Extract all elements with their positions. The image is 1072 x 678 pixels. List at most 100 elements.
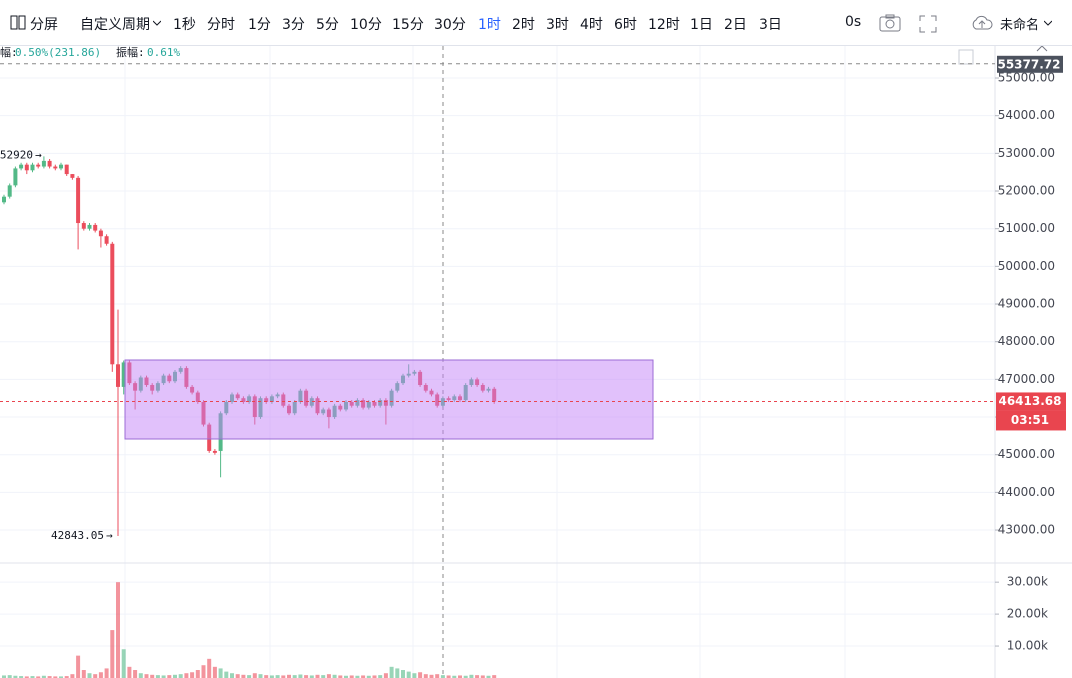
volume-bar bbox=[201, 665, 206, 678]
volume-bar bbox=[372, 675, 377, 678]
volume-tick-label: 20.00k bbox=[1007, 607, 1048, 621]
candle-body bbox=[59, 164, 63, 169]
volume-bar bbox=[423, 674, 428, 678]
volume-bar bbox=[412, 673, 417, 678]
candle-body bbox=[64, 164, 69, 175]
period[interactable]: 12时 bbox=[648, 17, 680, 33]
volume-bar bbox=[309, 675, 314, 678]
amplitude-value: 0.61% bbox=[147, 46, 180, 59]
low-annotation: 42843.05 bbox=[51, 529, 104, 542]
period[interactable]: 1日 bbox=[690, 17, 713, 33]
period[interactable]: 2日 bbox=[724, 17, 747, 33]
volume-bar bbox=[338, 675, 343, 678]
screenshot-icon[interactable] bbox=[879, 14, 901, 32]
layout-name[interactable]: 未命名 bbox=[1000, 18, 1040, 33]
split-icon[interactable] bbox=[10, 15, 26, 31]
candle-body bbox=[24, 164, 29, 171]
period[interactable]: 分时 bbox=[207, 17, 235, 33]
period[interactable]: 30分 bbox=[434, 17, 466, 33]
volume-bar bbox=[304, 675, 309, 678]
candle-body bbox=[7, 185, 12, 197]
y-tick-label: 44000.00 bbox=[998, 485, 1055, 499]
candle-body bbox=[70, 174, 75, 178]
period[interactable]: 2时 bbox=[512, 17, 535, 33]
collapse-icon[interactable] bbox=[1036, 45, 1048, 52]
volume-bar bbox=[167, 675, 172, 678]
y-tick-label: 48000.00 bbox=[998, 334, 1055, 348]
volume-bar bbox=[344, 675, 348, 678]
volume-bar bbox=[264, 675, 269, 678]
volume-bar bbox=[429, 674, 434, 678]
crosshair-label: 55377.72 bbox=[997, 57, 1060, 71]
countdown-tag bbox=[996, 410, 1066, 431]
y-tick-label: 53000.00 bbox=[998, 146, 1055, 160]
candle-body bbox=[93, 224, 98, 231]
volume-bar bbox=[13, 675, 18, 678]
volume-bar bbox=[281, 675, 286, 678]
period[interactable]: 10分 bbox=[350, 17, 382, 33]
maximize-icon[interactable] bbox=[958, 49, 974, 65]
volume-bar bbox=[76, 655, 81, 678]
change-value: 0.50%(231.86) bbox=[15, 46, 101, 59]
candle-body bbox=[53, 166, 58, 169]
volume-bar bbox=[361, 675, 366, 678]
volume-bar bbox=[366, 675, 371, 678]
cloud-icon[interactable] bbox=[970, 14, 994, 32]
volume-bar bbox=[59, 676, 63, 678]
candle-body bbox=[98, 230, 103, 237]
period[interactable]: 15分 bbox=[392, 17, 424, 33]
volume-bar bbox=[469, 674, 474, 678]
volume-bar bbox=[121, 649, 126, 678]
fullscreen-icon[interactable] bbox=[919, 15, 937, 33]
period[interactable]: 4时 bbox=[580, 17, 603, 33]
period[interactable]: 3时 bbox=[546, 17, 569, 33]
period-active[interactable]: 1时 bbox=[478, 17, 501, 33]
range-box bbox=[124, 359, 654, 440]
volume-bar bbox=[178, 674, 183, 678]
countdown: 03:51 bbox=[1011, 413, 1049, 427]
split-button[interactable]: 分屏 bbox=[30, 17, 58, 33]
custom-period[interactable]: 自定义周期 bbox=[80, 17, 150, 33]
y-tick-label: 51000.00 bbox=[998, 221, 1055, 235]
toolbar: 分屏 自定义周期 1秒 分时 1分 3分 5分 10分 15分 30分 1时 2… bbox=[0, 0, 1072, 46]
y-tick-label: 49000.00 bbox=[998, 297, 1055, 311]
crosshair-tag bbox=[997, 55, 1063, 73]
volume-bar bbox=[401, 670, 405, 678]
y-tick-label: 43000.00 bbox=[998, 523, 1055, 537]
delay[interactable]: 0s bbox=[845, 14, 862, 30]
arrow: → bbox=[35, 148, 42, 161]
candle-body bbox=[116, 364, 120, 387]
volume-bar bbox=[315, 674, 320, 678]
volume-bar bbox=[93, 674, 98, 678]
y-tick-label: 54000.00 bbox=[998, 108, 1055, 122]
volume-bar bbox=[116, 582, 120, 678]
volume-bar bbox=[53, 676, 58, 678]
change-label: 幅: bbox=[0, 46, 18, 59]
volume-bar bbox=[190, 672, 195, 678]
period[interactable]: 1秒 bbox=[173, 17, 196, 33]
volume-bar bbox=[36, 676, 41, 678]
volume-bar bbox=[195, 670, 200, 678]
volume-bar bbox=[383, 673, 388, 678]
period[interactable]: 5分 bbox=[316, 17, 339, 33]
chevron bbox=[153, 20, 161, 26]
volume-bar bbox=[435, 674, 440, 678]
volume-bar bbox=[252, 673, 257, 678]
volume-bar bbox=[418, 672, 423, 678]
candle-body bbox=[2, 196, 6, 203]
y-tick-label: 52000.00 bbox=[998, 184, 1055, 198]
volume-bar bbox=[463, 675, 468, 678]
candle-body bbox=[76, 177, 81, 224]
candle-body bbox=[104, 236, 109, 244]
period[interactable]: 6时 bbox=[614, 17, 637, 33]
period[interactable]: 3日 bbox=[759, 17, 782, 33]
period[interactable]: 3分 bbox=[282, 17, 305, 33]
last-price-label: 46413.68 bbox=[998, 394, 1061, 408]
volume-bar bbox=[230, 673, 234, 678]
period[interactable]: 1分 bbox=[248, 17, 271, 33]
candle-body bbox=[110, 243, 115, 365]
volume-bar bbox=[98, 672, 103, 678]
volume-bar bbox=[173, 674, 177, 678]
candle-body bbox=[47, 160, 52, 167]
volume-bar bbox=[47, 676, 52, 678]
